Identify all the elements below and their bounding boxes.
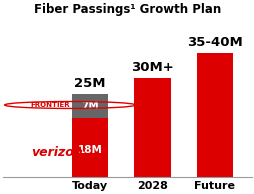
Bar (196, 53, 232, 177)
Title: Fiber Passings¹ Growth Plan: Fiber Passings¹ Growth Plan (34, 3, 220, 16)
Text: 30M+: 30M+ (131, 61, 173, 74)
Bar (134, 78, 170, 177)
Text: 35-40M: 35-40M (186, 36, 242, 49)
Text: 7M: 7M (81, 101, 99, 111)
Text: 25M: 25M (74, 77, 105, 90)
Bar (72, 118, 108, 177)
Text: FRONTIER: FRONTIER (31, 102, 70, 108)
Bar (72, 94, 108, 118)
Text: verizon: verizon (31, 146, 82, 158)
Text: 18M: 18M (77, 145, 102, 155)
